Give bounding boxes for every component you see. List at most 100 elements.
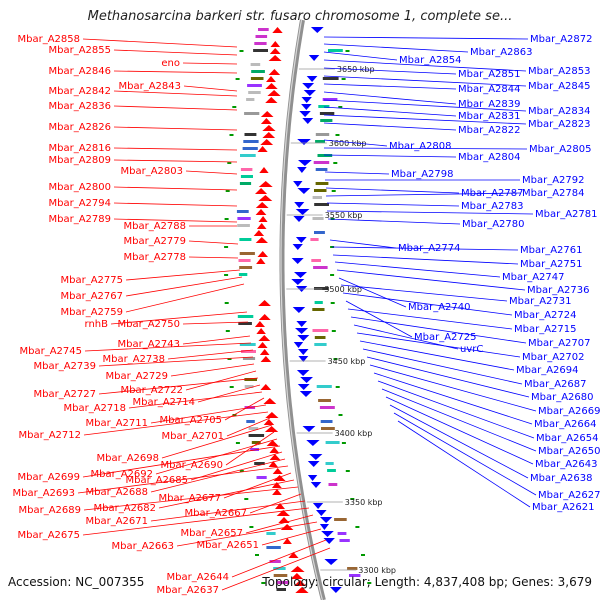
feature-block [244,385,254,388]
gene-label[interactable]: Mbar_A2780 [462,219,525,230]
gene-label[interactable]: Mbar_A2687 [524,379,587,390]
gene-label[interactable]: Mbar_A2836 [48,101,111,112]
gene-label[interactable]: Mbar_A2804 [458,152,521,163]
gene-label[interactable]: Mbar_A2714 [132,397,195,408]
gene-label[interactable]: Mbar_A2846 [48,66,111,77]
gene-label[interactable]: eno [161,58,180,69]
gene-label[interactable]: Mbar_A2698 [96,453,159,464]
gene-label[interactable]: Mbar_A2702 [522,352,585,363]
gene-label[interactable]: Mbar_A2839 [458,99,521,110]
gene-label[interactable]: Mbar_A2747 [502,272,565,283]
gene-label[interactable]: Mbar_A2663 [111,541,174,552]
gene-label[interactable]: Mbar_A2667 [184,508,247,519]
gene-label[interactable]: Mbar_A2767 [60,291,123,302]
gene-label[interactable]: Mbar_A2789 [48,214,111,225]
gene-label[interactable]: Mbar_A2638 [530,473,593,484]
gene-label[interactable]: Mbar_A2844 [458,84,521,95]
gene-label[interactable]: Mbar_A2851 [458,69,521,80]
feature-block [256,476,267,479]
gene-label[interactable]: Mbar_A2781 [535,209,598,220]
gene-label[interactable]: Mbar_A2675 [17,530,80,541]
gene-label[interactable]: Mbar_A2657 [180,528,243,539]
gene-label[interactable]: Mbar_A2694 [516,365,579,376]
gene-label[interactable]: Mbar_A2779 [123,236,186,247]
gene-label[interactable]: Mbar_A2842 [48,86,111,97]
gene-label[interactable]: Mbar_A2855 [48,45,111,56]
gene-label[interactable]: Mbar_A2731 [509,296,572,307]
gene-label[interactable]: Mbar_A2693 [12,488,75,499]
gene-label[interactable]: Mbar_A2654 [536,433,599,444]
gene-label[interactable]: Mbar_A2688 [85,487,148,498]
gene-label[interactable]: Mbar_A2803 [120,166,183,177]
gene-label[interactable]: Mbar_A2715 [514,324,577,335]
gene-label[interactable]: Mbar_A2722 [120,385,183,396]
gene-label[interactable]: Mbar_A2671 [85,516,148,527]
gene-label[interactable]: Mbar_A2831 [458,111,521,122]
gene-label[interactable]: Mbar_A2637 [156,585,219,596]
gene-label[interactable]: Mbar_A2705 [159,415,222,426]
feature-block [273,567,286,570]
gene-label[interactable]: Mbar_A2788 [123,221,186,232]
gene-label[interactable]: Mbar_A2689 [18,505,81,516]
gene-label[interactable]: Mbar_A2699 [17,472,80,483]
gene-label[interactable]: Mbar_A2800 [48,182,111,193]
gene-label[interactable]: Mbar_A2872 [530,34,593,45]
gene-label[interactable]: Mbar_A2743 [117,339,180,350]
gene-label[interactable]: Mbar_A2627 [538,490,600,501]
gene-label[interactable]: Mbar_A2843 [118,81,181,92]
gene-label[interactable]: Mbar_A2643 [535,459,598,470]
gene-label[interactable]: Mbar_A2809 [48,155,111,166]
gene-label[interactable]: Mbar_A2729 [105,371,168,382]
gene-label[interactable]: Mbar_A2644 [166,572,229,583]
gene-label[interactable]: Mbar_A2701 [161,431,224,442]
gene-label[interactable]: Mbar_A2724 [514,310,577,321]
gene-label[interactable]: Mbar_A2669 [538,406,600,417]
gene-label[interactable]: Mbar_A2775 [60,275,123,286]
gene-label[interactable]: Mbar_A2854 [399,55,462,66]
gene-label[interactable]: Mbar_A2718 [63,403,126,414]
gene-label[interactable]: Mbar_A2792 [522,175,585,186]
gene-label[interactable]: Mbar_A2740 [408,302,471,313]
gene-label[interactable]: Mbar_A2823 [528,119,591,130]
gene-label[interactable]: Mbar_A2784 [522,188,585,199]
gene-label[interactable]: Mbar_A2736 [527,285,590,296]
gene-label[interactable]: Mbar_A2805 [529,144,592,155]
gene-label[interactable]: rnhB [85,319,109,330]
gene-label[interactable]: Mbar_A2761 [520,245,583,256]
gene-label[interactable]: Mbar_A2711 [85,418,148,429]
gene-label[interactable]: Mbar_A2808 [389,141,452,152]
gene-label[interactable]: Mbar_A2853 [528,66,591,77]
gene-label[interactable]: Mbar_A2863 [470,47,533,58]
gene-label[interactable]: Mbar_A2783 [461,201,524,212]
forward-gene-arrow [258,300,271,306]
gene-label[interactable]: Mbar_A2621 [532,502,595,513]
gene-label[interactable]: Mbar_A2778 [123,252,186,263]
gene-label[interactable]: Mbar_A2727 [33,389,96,400]
gene-label[interactable]: Mbar_A2798 [391,169,454,180]
gene-label[interactable]: Mbar_A2682 [93,503,156,514]
gene-label[interactable]: Mbar_A2750 [117,319,180,330]
gene-label[interactable]: Mbar_A2707 [528,338,591,349]
gene-label[interactable]: Mbar_A2759 [60,307,123,318]
gene-label[interactable]: Mbar_A2650 [538,446,600,457]
ring-marker [224,302,229,304]
gene-label[interactable]: Mbar_A2692 [90,469,153,480]
gene-label[interactable]: Mbar_A2751 [520,259,583,270]
gene-label[interactable]: Mbar_A2745 [19,346,82,357]
gene-label[interactable]: Mbar_A2712 [18,430,81,441]
gene-label[interactable]: Mbar_A2725 [414,332,477,343]
gene-label[interactable]: Mbar_A2794 [48,198,111,209]
gene-label[interactable]: Mbar_A2738 [102,354,165,365]
gene-label[interactable]: Mbar_A2826 [48,122,111,133]
gene-label[interactable]: Mbar_A2822 [458,125,521,136]
gene-label[interactable]: Mbar_A2690 [160,460,223,471]
gene-label[interactable]: Mbar_A2816 [48,143,111,154]
gene-label[interactable]: Mbar_A2739 [33,361,96,372]
gene-label[interactable]: Mbar_A2685 [125,475,188,486]
gene-label[interactable]: Mbar_A2834 [528,106,591,117]
gene-label[interactable]: Mbar_A2680 [531,392,594,403]
gene-label[interactable]: Mbar_A2858 [17,34,80,45]
gene-label[interactable]: Mbar_A2651 [196,540,259,551]
gene-label[interactable]: Mbar_A2845 [528,81,591,92]
gene-label[interactable]: Mbar_A2664 [534,419,597,430]
